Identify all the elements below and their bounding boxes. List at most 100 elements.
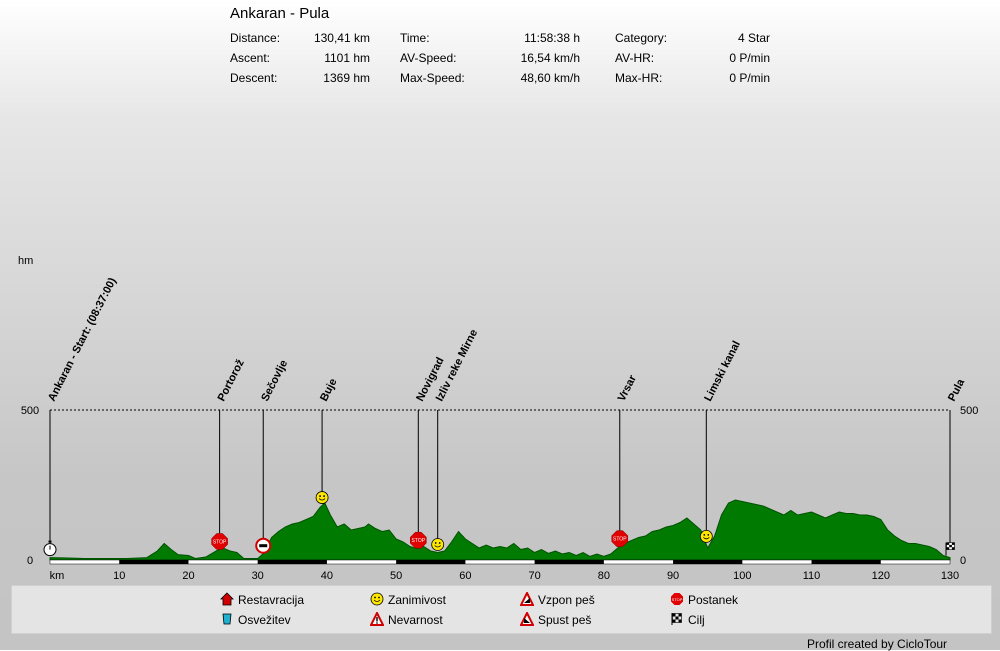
stop-icon: STOP [211,533,228,550]
x-axis-band-segment [534,560,604,564]
marker-label: Portorož [216,357,247,403]
stop-icon: STOP [611,530,629,547]
x-tick-label: 70 [528,570,540,582]
stat-value-category: 4 Star [737,31,770,45]
stat-value-max-speed: 48,60 km/h [520,71,580,85]
x-tick-label: 20 [182,570,194,582]
smiley-icon [431,538,445,551]
smiley-eye [323,495,325,497]
x-tick-label: 130 [941,570,959,582]
smiley-mouth [703,537,710,540]
stop-sign-shape [611,530,629,547]
marker-label: Pula [946,376,968,403]
stat-value-time: 11:58:38 h [524,31,580,45]
smiley-face [315,491,329,504]
border-bar [259,544,268,548]
x-tick-label: 80 [598,570,610,582]
legend-label: Cilj [688,613,705,627]
marker-label: Ankaran - Start: (08:37:00) [46,276,119,404]
marker-label: Vrsar [616,373,640,404]
marker-label: Buje [318,377,340,404]
stat-value-max-hr: 0 P/min [729,71,770,85]
legend-label: Nevarnost [388,613,443,627]
y-tick-label-right: 500 [960,405,978,417]
smiley-eye [319,495,321,497]
x-axis-band-segment [119,560,189,564]
smiley-mouth [434,545,441,548]
start-icon [43,540,57,557]
stat-label-av-speed: AV-Speed: [400,51,457,65]
y-tick-label-right: 0 [960,555,966,567]
legend-label: Restavracija [238,593,305,607]
x-tick-label: 120 [872,570,890,582]
flag-check [949,544,952,548]
x-tick-label: 110 [803,570,821,582]
legend: Restavracija Osvežitev Zanimivost Nevarn… [11,585,992,634]
stat-label-category: Category: [615,31,668,45]
smiley-mouth [318,498,326,501]
legend-label: Osvežitev [238,613,291,627]
stop-sign-text: STOP [613,537,627,543]
legend-label: Postanek [688,593,739,607]
smiley-eye [703,534,706,536]
footer-credit: Profil created by CicloTour [807,637,948,651]
stop-sign-shape [211,533,228,550]
legend-label: Vzpon peš [538,593,595,607]
smiley-icon [370,592,384,606]
stat-value-ascent: 1101 hm [324,51,370,65]
x-tick-label: km [50,570,65,582]
smiley-eye [434,542,437,544]
smiley-face [431,538,445,551]
x-tick-label: 10 [113,570,125,582]
x-tick-label: 60 [459,570,471,582]
smiley-eye [707,534,710,536]
stat-value-av-speed: 16,54 km/h [520,51,580,65]
stopwatch-button [48,540,52,543]
smiley-icon [699,530,713,543]
stat-value-distance: 130,41 km [313,31,370,45]
smiley-face [699,530,713,543]
stat-label-time: Time: [400,31,430,45]
flag-check [946,547,950,550]
x-axis-band-segment [811,560,881,564]
x-tick-label: 90 [667,570,679,582]
stat-label-av-hr: AV-HR: [615,51,655,65]
marker-label: Sečovlje [259,358,290,403]
stop-icon: STOP [671,593,683,605]
stat-value-descent: 1369 hm [323,71,370,85]
finish-flag-icon [671,613,682,625]
stat-label-ascent: Ascent: [230,51,271,65]
push-down-icon [520,612,534,626]
flag-check [946,542,950,545]
stop-sign-shape [410,531,427,549]
x-axis-band-segment [396,560,466,564]
legend-label: Zanimivost [388,593,447,607]
stat-label-descent: Descent: [230,71,278,85]
y-tick-label-left: 500 [21,405,39,417]
smiley-icon [315,491,329,504]
stop-icon: STOP [410,531,427,549]
x-tick-label: 100 [733,570,751,582]
stop-sign-text: STOP [412,538,426,544]
danger-icon [370,612,384,626]
legend-label: Spust peš [538,613,592,627]
x-axis-band-segment [257,560,327,564]
x-axis-band [49,559,951,565]
refreshment-icon [222,613,232,625]
x-tick-label: 40 [321,570,333,582]
finish-icon [945,542,955,556]
page-title: Ankaran - Pula [230,5,330,22]
x-axis-band-segment [673,560,743,564]
stat-label-distance: Distance: [230,31,281,45]
stop-sign-text: STOP [213,540,227,546]
restaurant-icon [220,592,234,606]
elevation-profile-chart: hm 0 0 500 500 km 10 20 30 40 50 60 70 80 90 100 110 120 1… [18,255,978,582]
stat-value-av-hr: 0 P/min [729,51,770,65]
y-tick-label-left: 0 [27,555,33,567]
x-tick-label: 30 [252,570,264,582]
marker-label: Limski kanal [702,339,743,403]
flag-check [951,547,955,550]
smiley-eye [438,542,441,544]
border-icon [255,537,272,554]
y-axis-title: hm [18,255,33,267]
